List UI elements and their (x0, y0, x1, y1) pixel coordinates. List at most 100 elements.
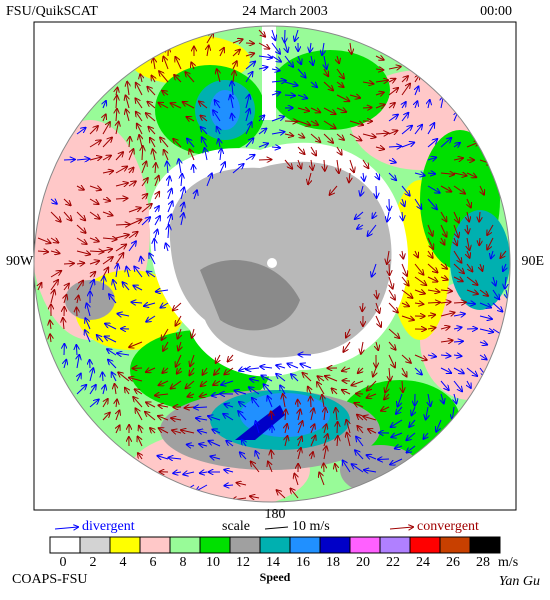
wind-arrow (323, 107, 336, 114)
wind-arrow (349, 120, 363, 125)
wind-arrow (414, 303, 423, 304)
wind-arrow (216, 354, 220, 363)
wind-arrow (388, 88, 398, 96)
wind-arrow (324, 434, 328, 447)
wind-arrow (128, 181, 136, 186)
wind-arrow (260, 366, 273, 368)
wind-arrow (224, 485, 234, 486)
wind-arrow (398, 393, 403, 406)
wind-arrow (210, 456, 221, 459)
wind-arrow (152, 76, 155, 83)
wind-arrow (324, 408, 325, 421)
wind-arrow (116, 400, 117, 408)
legend-convergent: convergent (417, 519, 479, 534)
footer-left: COAPS-FSU (12, 572, 87, 587)
wind-arrow (154, 216, 160, 226)
wind-arrow (173, 139, 182, 148)
wind-arrow (285, 424, 287, 434)
wind-arrow (129, 137, 130, 148)
wind-arrow (389, 367, 390, 381)
wind-arrow (271, 69, 280, 71)
wind-arrow (126, 109, 129, 122)
wind-arrow (181, 203, 184, 213)
wind-arrow (291, 374, 299, 382)
wind-arrow (240, 452, 247, 460)
wind-arrow (200, 394, 208, 397)
wind-arrow (76, 263, 84, 264)
wind-arrow (343, 460, 351, 473)
wind-arrow (440, 211, 446, 221)
colorbar-cell (469, 536, 501, 554)
wind-arrow (284, 82, 298, 85)
wind-arrow (89, 251, 103, 252)
wind-arrow (239, 402, 247, 408)
wind-arrow (357, 426, 364, 434)
wind-arrow (102, 138, 112, 148)
wind-arrow (401, 142, 414, 148)
wind-arrow (373, 367, 376, 376)
wind-arrow (427, 276, 437, 282)
wind-arrow (407, 445, 416, 453)
wind-arrow (89, 157, 101, 160)
wind-arrow (102, 122, 110, 135)
wind-arrow (149, 253, 156, 265)
wind-arrow (401, 126, 412, 135)
wind-arrow (336, 108, 346, 112)
wind-arrow (171, 380, 182, 389)
wind-arrow (160, 303, 169, 308)
wind-arrow (154, 239, 155, 252)
wind-arrow (453, 277, 463, 281)
wind-arrow (387, 250, 389, 264)
wind-arrow (77, 374, 81, 382)
wind-arrow (258, 128, 266, 135)
wind-arrow (317, 382, 325, 395)
wind-arrow (500, 250, 507, 258)
wind-arrow (136, 112, 143, 122)
wind-arrow (116, 96, 117, 109)
wind-arrow (310, 133, 320, 142)
wind-arrow (50, 271, 61, 278)
wind-arrow (428, 250, 433, 258)
wind-arrow (336, 94, 349, 101)
wind-arrow (319, 473, 325, 486)
wind-arrow (271, 450, 272, 460)
wind-arrow (428, 100, 430, 109)
wind-arrow (138, 437, 143, 447)
wind-arrow (388, 67, 401, 69)
wind-arrow (212, 394, 221, 396)
wind-arrow (323, 133, 333, 143)
wind-arrow (102, 249, 112, 251)
wind-arrow (351, 380, 364, 385)
wind-arrow (168, 225, 169, 239)
wind-arrow (324, 68, 328, 76)
wind-arrow (401, 84, 410, 96)
wind-arrow (85, 330, 91, 343)
wind-arrow (226, 441, 234, 447)
wind-arrow (164, 150, 169, 161)
wind-arrow (276, 365, 286, 368)
wind-arrow (115, 152, 123, 161)
wind-arrow (168, 189, 172, 200)
wind-arrow (466, 290, 478, 294)
colorbar-tick-label: 8 (180, 555, 187, 570)
wind-arrow (402, 102, 406, 109)
wind-arrow (440, 185, 451, 192)
wind-arrow (175, 57, 182, 70)
wind-arrow (388, 160, 396, 162)
wind-arrow (376, 341, 378, 350)
footer-right: Yan Gu (499, 574, 540, 589)
wind-arrow (196, 418, 208, 420)
wind-arrow (116, 410, 119, 421)
wind-arrow (252, 398, 260, 408)
wind-arrow (364, 470, 377, 472)
wind-arrow (401, 76, 408, 83)
wind-arrow (219, 162, 225, 174)
wind-arrow (324, 446, 326, 460)
wind-arrow (155, 230, 157, 239)
wind-arrow (367, 455, 377, 459)
wind-arrow (102, 413, 110, 421)
colorbar-tick-label: 26 (446, 555, 460, 570)
wind-arrow (89, 272, 95, 277)
wind-arrow (191, 62, 194, 70)
colorbar-cell (229, 536, 261, 554)
